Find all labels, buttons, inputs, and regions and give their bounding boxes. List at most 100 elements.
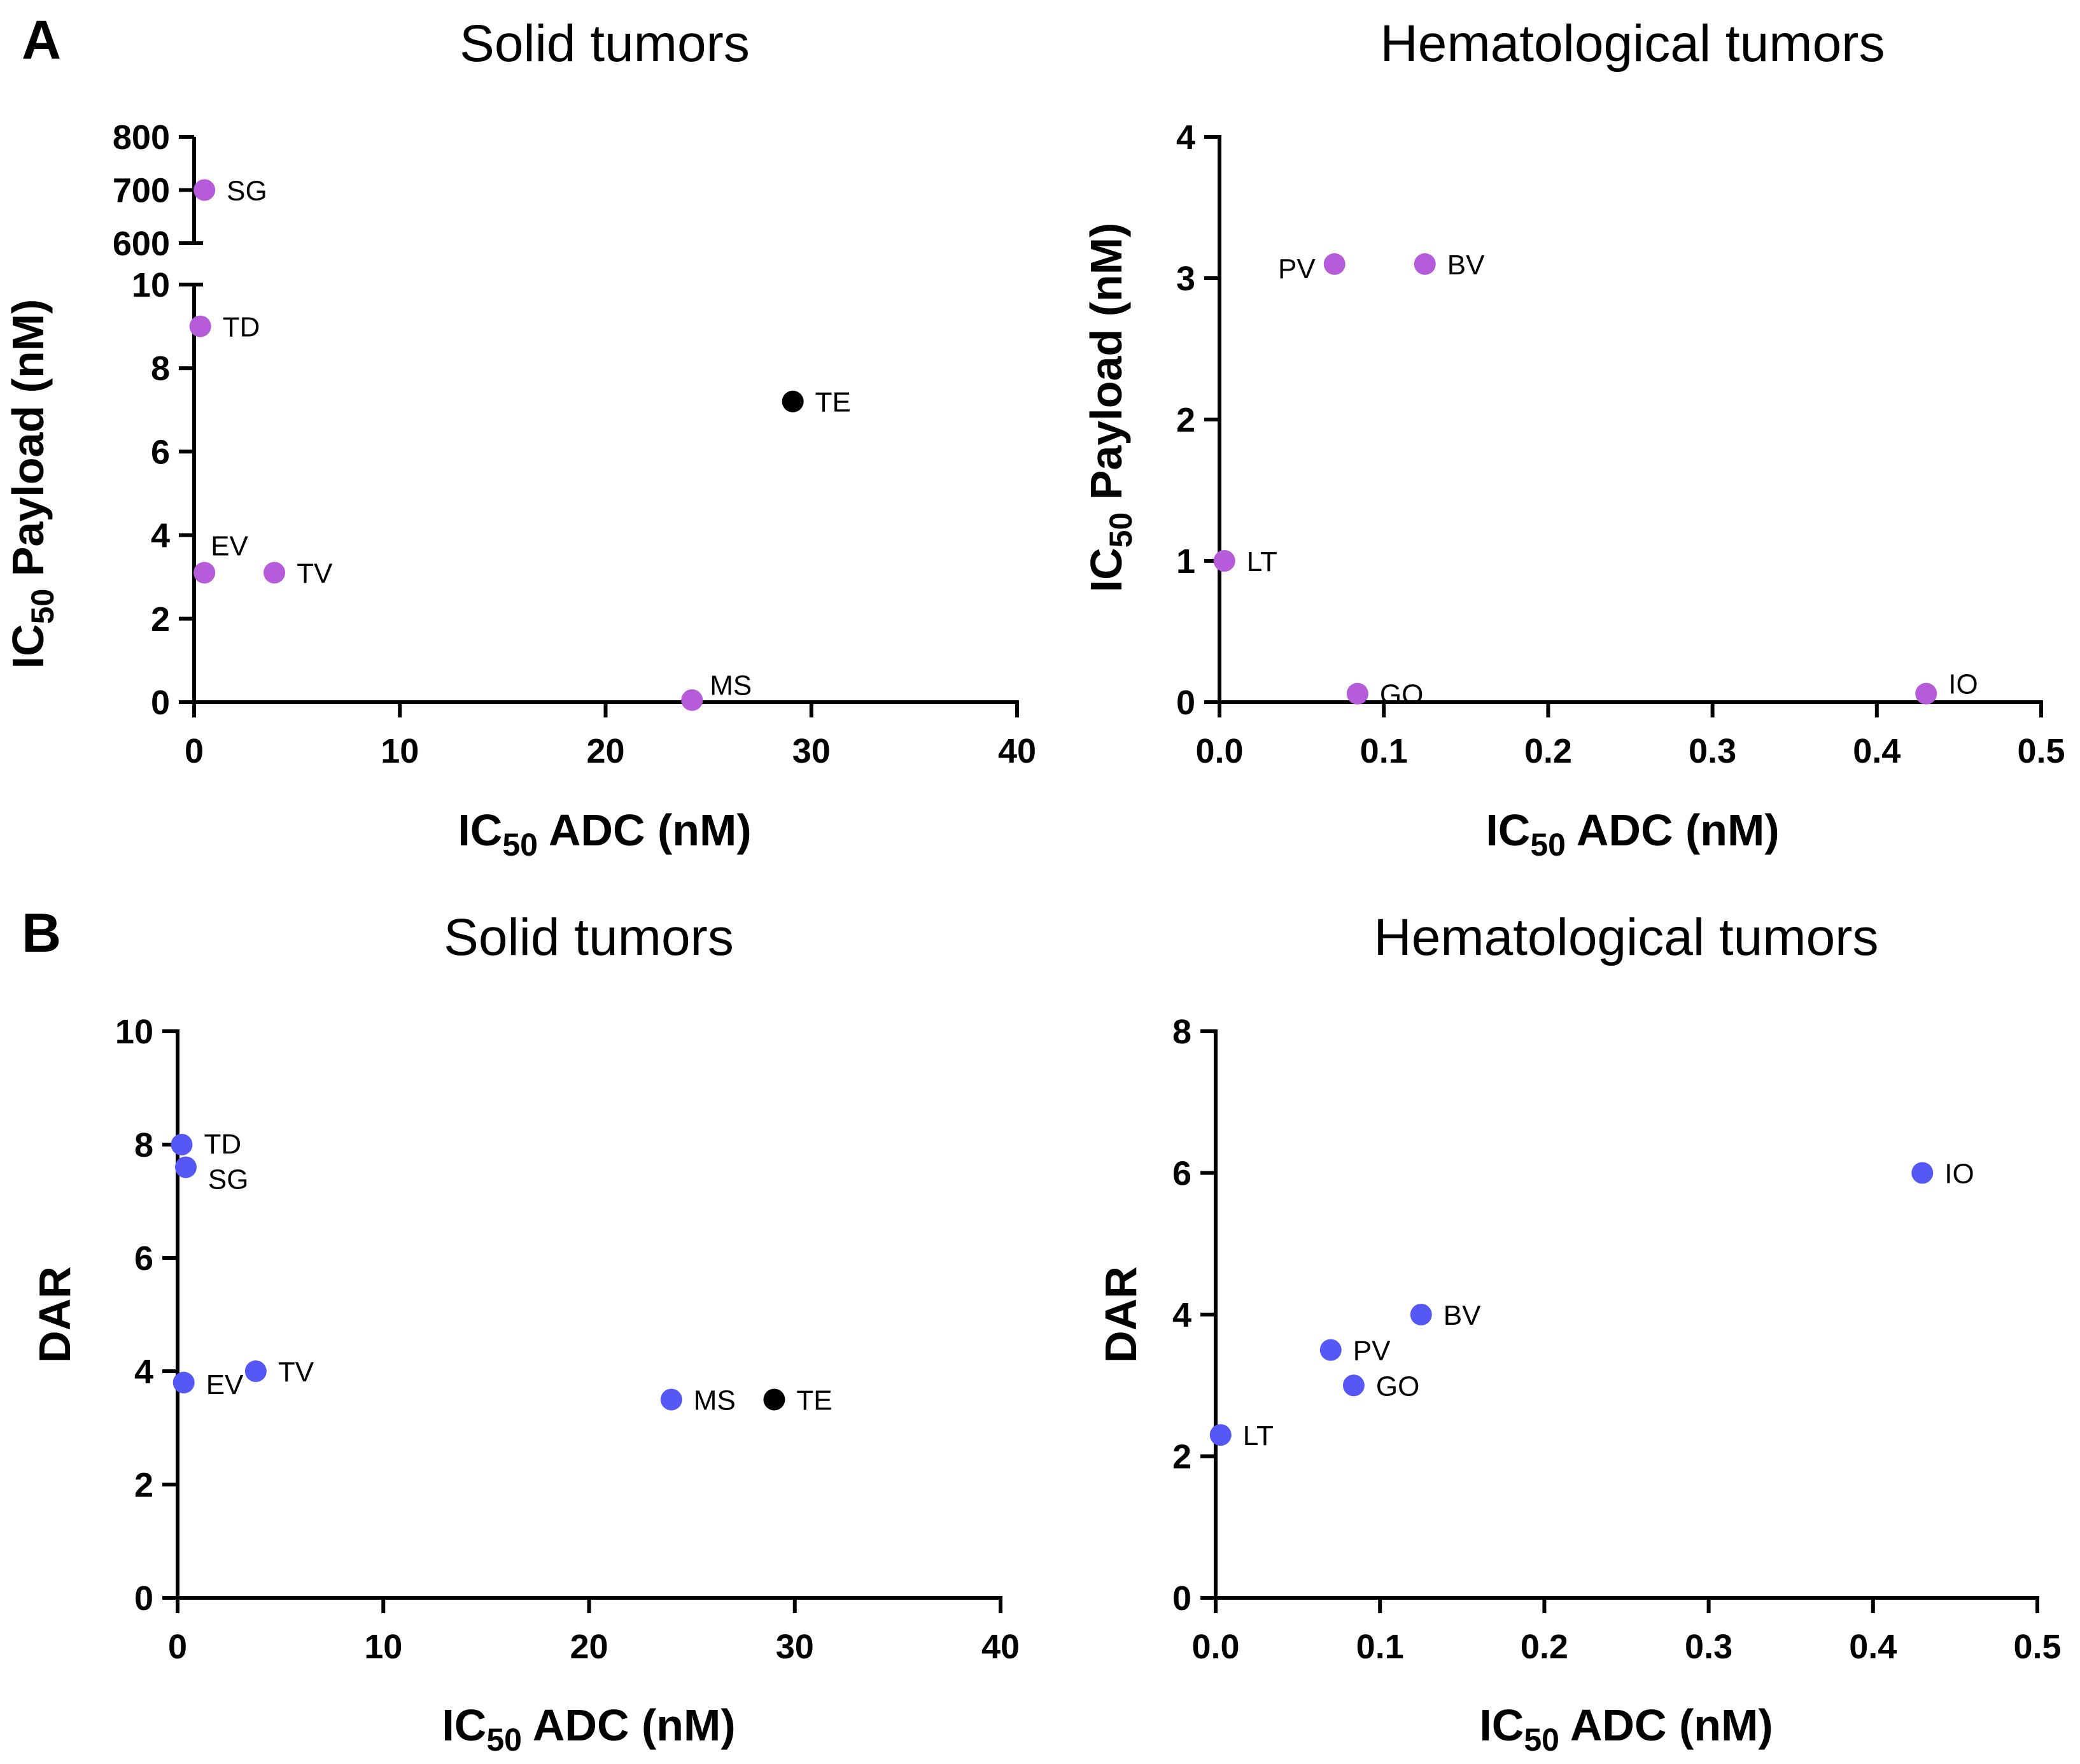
y-tick-label: 800 xyxy=(113,118,170,157)
x-axis-label-rest: ADC (nM) xyxy=(538,805,752,855)
data-point-tv xyxy=(264,561,286,584)
data-point-bv xyxy=(1410,1304,1432,1325)
x-axis-label-rest: ADC (nM) xyxy=(1559,1700,1773,1750)
chart-title: Hematological tumors xyxy=(1374,908,1879,966)
y-tick-label: 700 xyxy=(113,172,170,210)
data-label-pv: PV xyxy=(1353,1336,1391,1367)
y-axis-label-main: IC xyxy=(1081,547,1131,592)
y-tick-label: 600 xyxy=(113,225,170,263)
data-point-td xyxy=(189,315,211,337)
y-axis-label-rest: Payload (nM) xyxy=(1081,223,1131,512)
chart-title: Solid tumors xyxy=(460,15,750,73)
x-axis-label-main: IC xyxy=(1479,1700,1524,1750)
y-tick-label: 0 xyxy=(134,1579,153,1618)
x-axis-label: IC50 ADC (nM) xyxy=(458,805,751,863)
x-tick-label: 0.0 xyxy=(1195,732,1243,770)
data-point-go xyxy=(1346,682,1368,705)
data-label-ms: MS xyxy=(694,1385,736,1416)
x-axis-label-main: IC xyxy=(442,1700,486,1750)
y-tick-label: 6 xyxy=(1172,1155,1191,1193)
data-point-io xyxy=(1911,1162,1934,1184)
y-tick-label: 6 xyxy=(151,433,170,471)
x-tick-label: 0.1 xyxy=(1360,732,1408,770)
y-tick-label: 4 xyxy=(1172,1296,1191,1334)
y-axis-label-main: IC xyxy=(3,624,53,668)
data-label-go: GO xyxy=(1380,679,1423,710)
panel-label-b: B xyxy=(22,903,61,964)
x-axis-label-rest: ADC (nM) xyxy=(1566,805,1780,855)
x-axis-label-rest: ADC (nM) xyxy=(522,1700,736,1750)
y-axis-label: DAR xyxy=(1096,1266,1146,1363)
y-tick-label: 0 xyxy=(1172,1579,1191,1618)
data-point-bv xyxy=(1414,253,1436,275)
data-label-bv: BV xyxy=(1447,250,1485,281)
y-axis-label-subscript: 50 xyxy=(1103,512,1139,548)
y-axis-label-main: DAR xyxy=(1096,1266,1146,1363)
x-tick-label: 30 xyxy=(792,732,831,770)
data-label-td: TD xyxy=(223,312,260,343)
x-axis-label-subscript: 50 xyxy=(1530,827,1566,863)
data-label-te: TE xyxy=(815,387,851,418)
data-point-sg xyxy=(174,1156,197,1178)
x-axis-label: IC50 ADC (nM) xyxy=(1479,1700,1773,1758)
y-axis-label: IC50 Payload (nM) xyxy=(1081,223,1139,593)
chart-title: Hematological tumors xyxy=(1381,15,1885,73)
y-tick-label: 3 xyxy=(1176,260,1195,298)
data-point-ev xyxy=(172,1371,195,1394)
x-axis-label-main: IC xyxy=(458,805,502,855)
x-tick-label: 0.5 xyxy=(2017,732,2065,770)
x-tick-label: 10 xyxy=(364,1628,402,1666)
x-tick-label: 0.3 xyxy=(1685,1628,1732,1666)
data-label-lt: LT xyxy=(1247,546,1277,577)
x-tick-label: 0.0 xyxy=(1191,1628,1239,1666)
panel-label-a: A xyxy=(22,10,61,71)
y-tick-label: 6 xyxy=(134,1239,153,1278)
x-axis-label-subscript: 50 xyxy=(1524,1722,1559,1758)
chart-b-solid-tumors: Solid tumors 0 10 20 30 40 0 2 4 6 8 10 IC50 ADC (nM… xyxy=(30,908,1020,1758)
y-axis-label: IC50 Payload (nM) xyxy=(3,299,60,669)
chart-a-hematological-tumors: Hematological tumors 0.0 0.1 0.2 0.3 0.4 0.5 0 1… xyxy=(1081,15,2065,863)
y-tick-label: 2 xyxy=(1176,401,1195,439)
y-tick-label: 10 xyxy=(115,1013,153,1051)
x-tick-label: 0 xyxy=(168,1628,187,1666)
data-point-io xyxy=(1915,682,1937,705)
y-tick-label: 1 xyxy=(1176,542,1195,581)
chart-title: Solid tumors xyxy=(444,908,734,966)
chart-b-hematological-tumors: Hematological tumors 0.0 0.1 0.2 0.3 0.4 0.5 0 2… xyxy=(1096,908,2062,1758)
data-label-ev: EV xyxy=(206,1369,244,1401)
data-label-ms: MS xyxy=(710,670,752,702)
data-label-lt: LT xyxy=(1243,1420,1274,1451)
data-label-bv: BV xyxy=(1444,1300,1481,1331)
data-label-tv: TV xyxy=(297,558,333,589)
data-point-ms xyxy=(660,1388,682,1411)
y-tick-label: 8 xyxy=(134,1126,153,1164)
y-tick-label: 2 xyxy=(151,600,170,639)
y-tick-label: 0 xyxy=(151,684,170,722)
x-tick-label: 0.3 xyxy=(1689,732,1736,770)
x-axis-label: IC50 ADC (nM) xyxy=(1486,805,1779,863)
data-label-te: TE xyxy=(796,1385,832,1416)
data-label-io: IO xyxy=(1948,669,1978,700)
x-axis-label-subscript: 50 xyxy=(502,827,538,863)
data-point-te xyxy=(782,390,804,413)
y-tick-label: 0 xyxy=(1176,684,1195,722)
data-point-pv xyxy=(1323,253,1346,275)
y-tick-label: 8 xyxy=(151,349,170,388)
x-tick-label: 20 xyxy=(586,732,624,770)
x-tick-label: 0.5 xyxy=(2013,1628,2061,1666)
y-tick-label: 4 xyxy=(1176,118,1195,157)
x-tick-label: 0.1 xyxy=(1356,1628,1404,1666)
data-label-tv: TV xyxy=(278,1357,314,1388)
x-tick-label: 0.2 xyxy=(1524,732,1572,770)
x-tick-label: 10 xyxy=(381,732,419,770)
y-axis-label-subscript: 50 xyxy=(25,589,60,624)
data-point-ms xyxy=(681,689,703,711)
y-tick-label: 2 xyxy=(134,1466,153,1504)
data-point-pv xyxy=(1319,1339,1342,1361)
data-point-lt xyxy=(1213,550,1235,572)
x-tick-label: 0.4 xyxy=(1853,732,1901,770)
data-point-tv xyxy=(244,1360,267,1382)
y-tick-label: 2 xyxy=(1172,1438,1191,1476)
x-tick-label: 40 xyxy=(981,1628,1020,1666)
